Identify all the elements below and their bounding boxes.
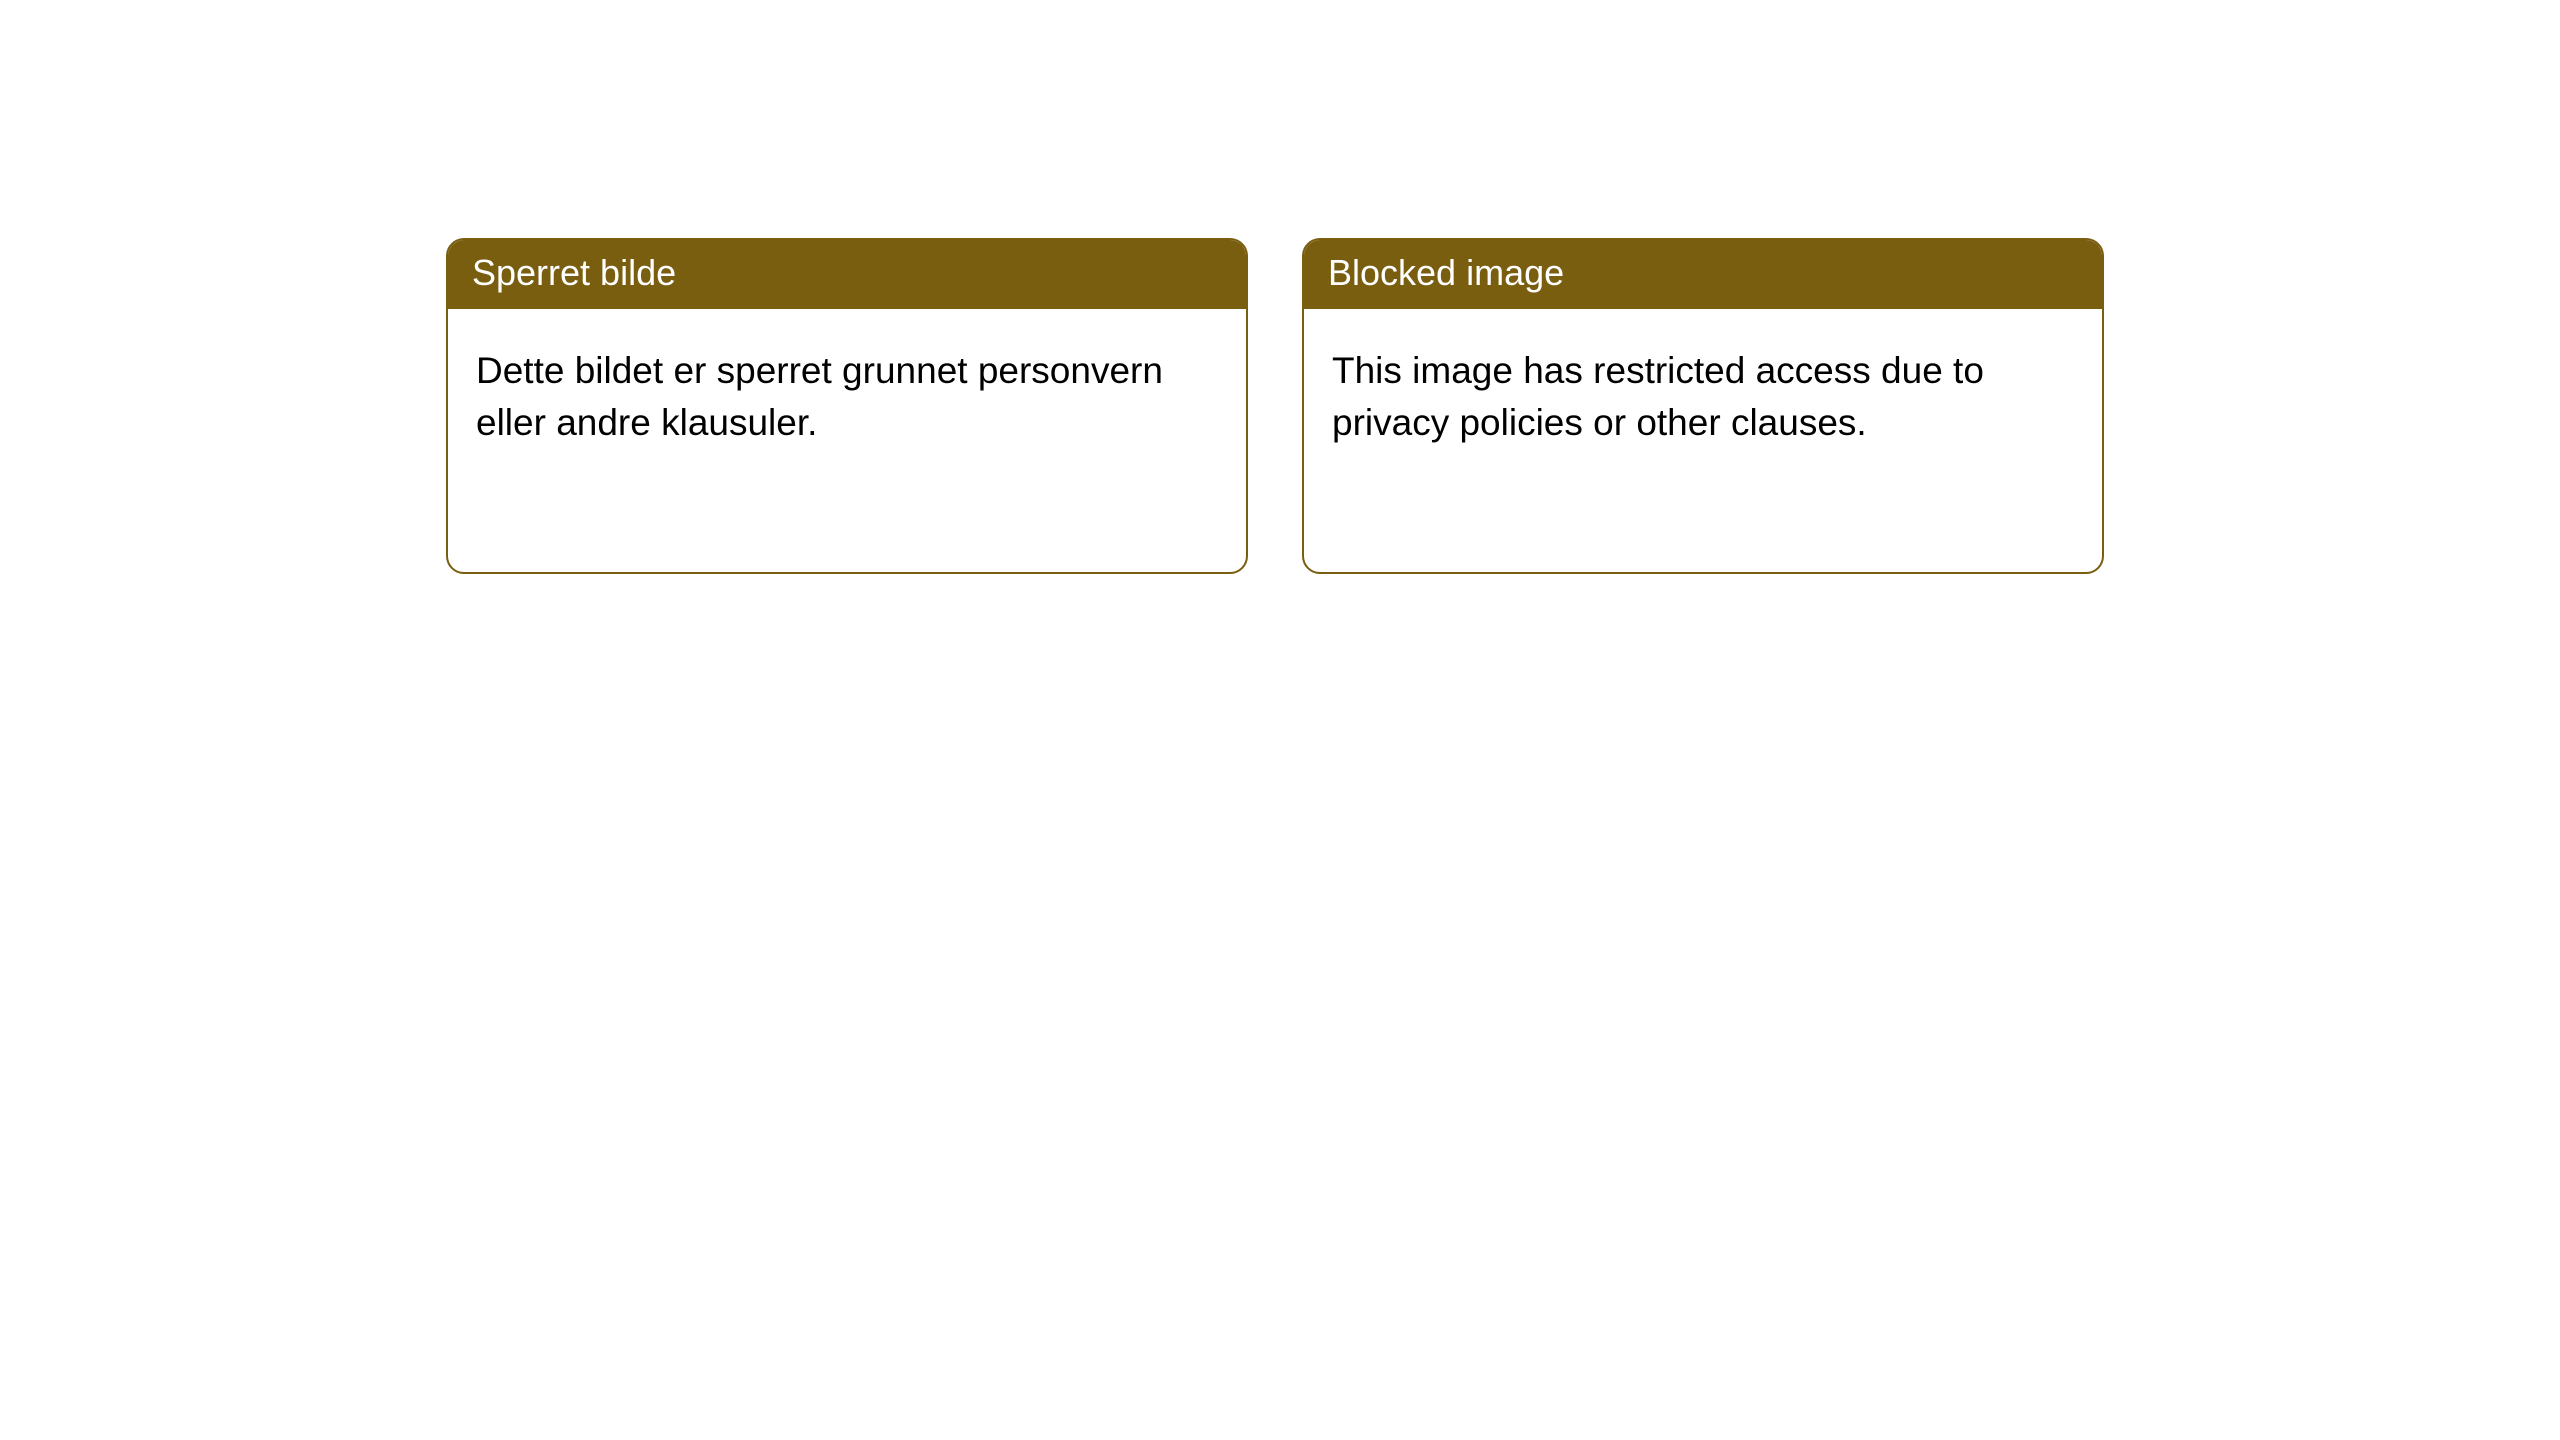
card-body: This image has restricted access due to … xyxy=(1304,309,2102,485)
card-header: Blocked image xyxy=(1304,240,2102,309)
blocked-image-card-no: Sperret bilde Dette bildet er sperret gr… xyxy=(446,238,1248,574)
card-header: Sperret bilde xyxy=(448,240,1246,309)
card-body: Dette bildet er sperret grunnet personve… xyxy=(448,309,1246,485)
blocked-image-card-en: Blocked image This image has restricted … xyxy=(1302,238,2104,574)
notice-container: Sperret bilde Dette bildet er sperret gr… xyxy=(0,0,2560,574)
